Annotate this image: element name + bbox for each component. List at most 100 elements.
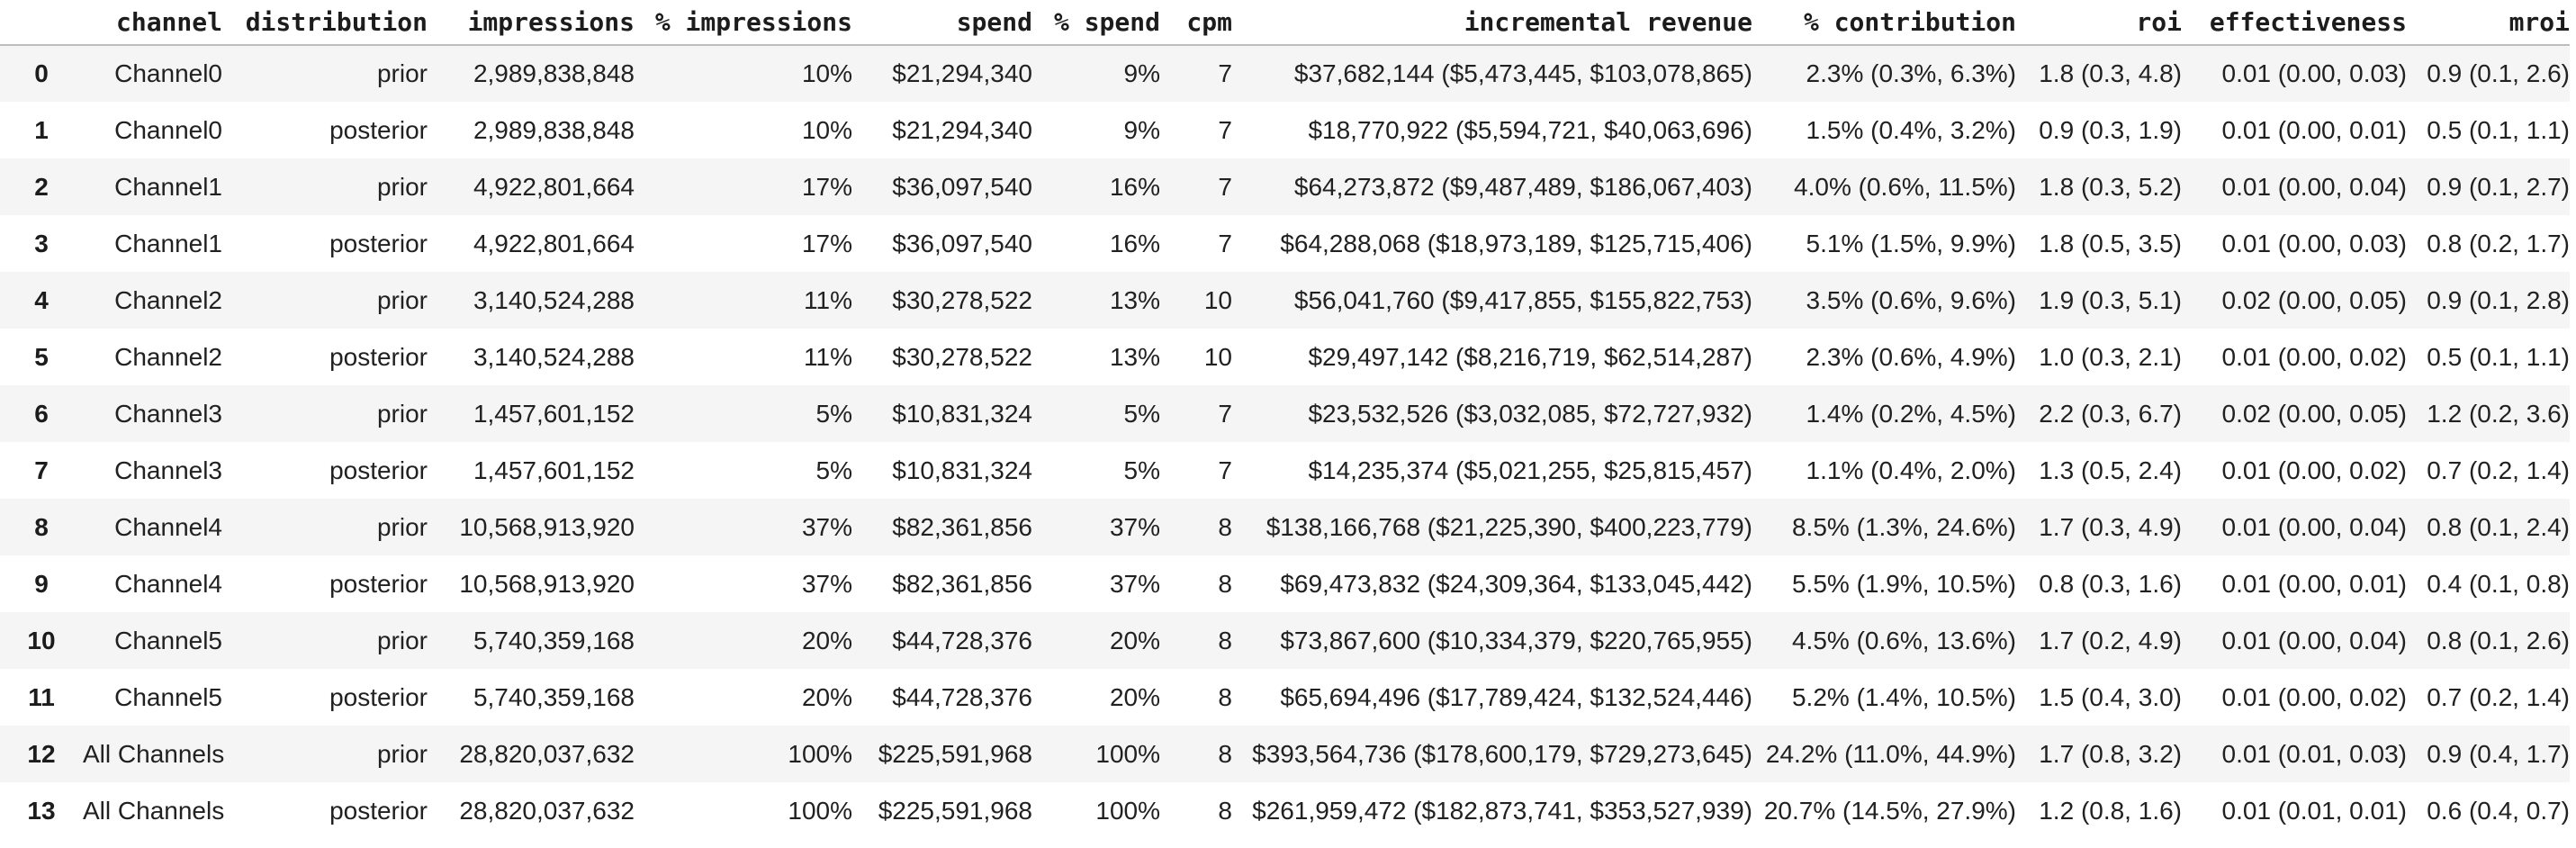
cell-roi: 1.0 (0.3, 2.1) [2039, 342, 2182, 371]
cell-spend: $82,361,856 [892, 512, 1032, 541]
cell-channel: Channel5 [114, 626, 222, 654]
cell-impressions: 28,820,037,632 [459, 739, 635, 768]
row-index: 7 [34, 456, 49, 484]
cell-cpm: 8 [1218, 682, 1232, 711]
row-index: 12 [27, 739, 56, 768]
cell-pct-impressions: 20% [801, 682, 852, 711]
cell-roi: 1.3 (0.5, 2.4) [2039, 456, 2182, 484]
cell-cpm: 8 [1218, 739, 1232, 768]
column-header-pct-impressions: % impressions [635, 0, 852, 46]
cell-distribution: posterior [329, 456, 428, 484]
cell-impressions: 28,820,037,632 [459, 796, 635, 825]
cell-mroi: 0.9 (0.4, 1.7) [2427, 739, 2570, 768]
cell-incremental-revenue: $14,235,374 ($5,021,255, $25,815,457) [1308, 456, 1752, 484]
cell-pct-impressions: 10% [801, 115, 852, 144]
cell-channel: Channel4 [114, 512, 222, 541]
cell-pct-impressions: 5% [815, 456, 852, 484]
cell-pct-contribution: 5.1% (1.5%, 9.9%) [1806, 229, 2016, 257]
cell-impressions: 2,989,838,848 [473, 59, 635, 87]
cell-distribution: posterior [329, 229, 428, 257]
cell-spend: $225,591,968 [878, 796, 1032, 825]
cell-mroi: 0.8 (0.1, 2.6) [2427, 626, 2570, 654]
cell-effectiveness: 0.02 (0.00, 0.05) [2221, 399, 2407, 428]
index-column-header [0, 0, 83, 46]
column-header-incremental-revenue: incremental revenue [1232, 0, 1752, 46]
cell-impressions: 4,922,801,664 [473, 229, 635, 257]
cell-spend: $21,294,340 [892, 59, 1032, 87]
column-header-pct-spend: % spend [1032, 0, 1160, 46]
cell-cpm: 7 [1218, 456, 1232, 484]
cell-pct-impressions: 100% [788, 796, 852, 825]
cell-spend: $30,278,522 [892, 285, 1032, 314]
row-index: 5 [34, 342, 49, 371]
cell-distribution: prior [376, 399, 428, 428]
cell-cpm: 8 [1218, 626, 1232, 654]
column-header-channel: channel [83, 0, 222, 46]
cell-pct-spend: 100% [1095, 739, 1160, 768]
cell-pct-impressions: 11% [804, 285, 852, 314]
cell-pct-contribution: 3.5% (0.6%, 9.6%) [1806, 285, 2016, 314]
cell-roi: 1.2 (0.8, 1.6) [2039, 796, 2182, 825]
cell-roi: 1.8 (0.3, 4.8) [2039, 59, 2182, 87]
cell-pct-impressions: 20% [801, 626, 852, 654]
cell-distribution: prior [376, 626, 428, 654]
cell-effectiveness: 0.01 (0.01, 0.01) [2221, 796, 2407, 825]
cell-effectiveness: 0.02 (0.00, 0.05) [2221, 285, 2407, 314]
column-header-pct-contribution: % contribution [1752, 0, 2016, 46]
table-row-13: 13 All Channels posterior 28,820,037,632 100… [0, 782, 2570, 839]
table-row-8: 8 Channel4 prior 10,568,913,920 37% $82,361,8… [0, 499, 2570, 555]
cell-effectiveness: 0.01 (0.00, 0.01) [2221, 115, 2407, 144]
cell-roi: 1.9 (0.3, 5.1) [2039, 285, 2182, 314]
cell-impressions: 2,989,838,848 [473, 115, 635, 144]
cell-mroi: 0.5 (0.1, 1.1) [2427, 342, 2570, 371]
row-index: 9 [34, 569, 49, 598]
cell-roi: 1.8 (0.5, 3.5) [2039, 229, 2182, 257]
cell-mroi: 0.9 (0.1, 2.8) [2427, 285, 2570, 314]
cell-pct-contribution: 5.5% (1.9%, 10.5%) [1791, 569, 2016, 598]
table-body: 0 Channel0 prior 2,989,838,848 10% $21,294,34… [0, 45, 2570, 839]
table-row-2: 2 Channel1 prior 4,922,801,664 17% $36,097,54… [0, 158, 2570, 215]
cell-cpm: 8 [1218, 569, 1232, 598]
cell-distribution: posterior [329, 115, 428, 144]
cell-mroi: 0.5 (0.1, 1.1) [2427, 115, 2570, 144]
cell-pct-impressions: 17% [801, 172, 852, 201]
cell-effectiveness: 0.01 (0.00, 0.04) [2221, 626, 2407, 654]
cell-incremental-revenue: $65,694,496 ($17,789,424, $132,524,446) [1280, 682, 1752, 711]
cell-incremental-revenue: $138,166,768 ($21,225,390, $400,223,779) [1265, 512, 1752, 541]
cell-channel: Channel3 [114, 399, 222, 428]
cell-distribution: prior [376, 172, 428, 201]
cell-channel: Channel1 [114, 172, 222, 201]
row-index: 0 [34, 59, 49, 87]
table-row-3: 3 Channel1 posterior 4,922,801,664 17% $36,09… [0, 215, 2570, 272]
cell-cpm: 10 [1203, 342, 1232, 371]
cell-distribution: posterior [329, 682, 428, 711]
cell-roi: 1.5 (0.4, 3.0) [2039, 682, 2182, 711]
cell-pct-contribution: 24.2% (11.0%, 44.9%) [1765, 739, 2016, 768]
cell-pct-spend: 37% [1109, 512, 1160, 541]
cell-effectiveness: 0.01 (0.00, 0.04) [2221, 172, 2407, 201]
row-index: 10 [27, 626, 56, 654]
cell-spend: $225,591,968 [878, 739, 1032, 768]
cell-spend: $30,278,522 [892, 342, 1032, 371]
row-index: 13 [27, 796, 56, 825]
cell-pct-contribution: 2.3% (0.6%, 4.9%) [1806, 342, 2016, 371]
cell-impressions: 10,568,913,920 [459, 512, 635, 541]
cell-roi: 1.8 (0.3, 5.2) [2039, 172, 2182, 201]
table-row-4: 4 Channel2 prior 3,140,524,288 11% $30,278,52… [0, 272, 2570, 329]
cell-pct-impressions: 37% [801, 512, 852, 541]
cell-incremental-revenue: $56,041,760 ($9,417,855, $155,822,753) [1293, 285, 1752, 314]
cell-distribution: prior [376, 285, 428, 314]
cell-impressions: 3,140,524,288 [473, 342, 635, 371]
table-row-12: 12 All Channels prior 28,820,037,632 100% $22… [0, 726, 2570, 782]
cell-pct-spend: 13% [1109, 285, 1160, 314]
cell-impressions: 5,740,359,168 [473, 682, 635, 711]
table-row-1: 1 Channel0 posterior 2,989,838,848 10% $21,29… [0, 102, 2570, 158]
cell-channel: Channel2 [114, 285, 222, 314]
table-row-7: 7 Channel3 posterior 1,457,601,152 5% $10,831… [0, 442, 2570, 499]
cell-mroi: 0.7 (0.2, 1.4) [2427, 682, 2570, 711]
cell-mroi: 0.8 (0.2, 1.7) [2427, 229, 2570, 257]
row-index: 11 [28, 682, 55, 711]
table-row-10: 10 Channel5 prior 5,740,359,168 20% $44,728,3… [0, 612, 2570, 669]
cell-pct-contribution: 2.3% (0.3%, 6.3%) [1806, 59, 2016, 87]
